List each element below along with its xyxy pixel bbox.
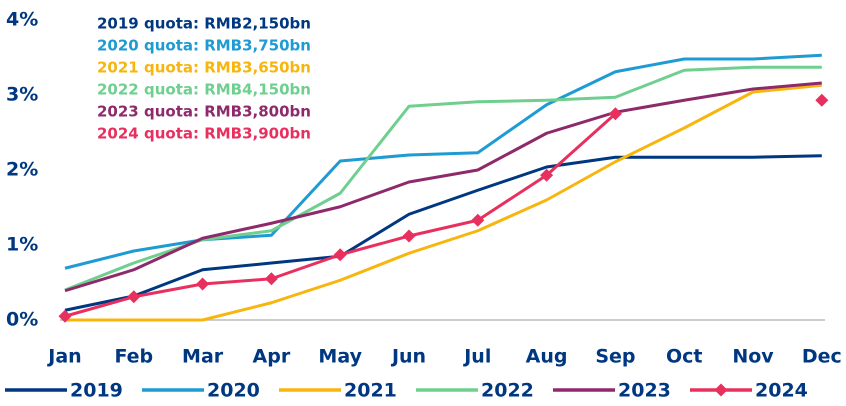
y-tick-label: 1% (6, 234, 38, 256)
annotation: 2022 quota: RMB4,150bn (97, 81, 311, 99)
marker (127, 290, 141, 304)
annotation: 2021 quota: RMB3,650bn (97, 59, 311, 77)
series-line (64, 81, 822, 293)
y-tick-label: 3% (6, 84, 38, 106)
annotation: 2024 quota: RMB3,900bn (97, 125, 311, 143)
marker (333, 248, 347, 262)
legend-label: 2023 (618, 380, 671, 402)
legend-marker (714, 383, 728, 397)
x-tick-label: Aug (526, 346, 568, 368)
marker (540, 168, 554, 182)
x-tick-label: Feb (114, 346, 153, 368)
x-tick-label: Dec (802, 346, 842, 368)
legend-label: 2024 (755, 380, 808, 402)
series-line (64, 154, 822, 312)
x-tick-label: Oct (666, 346, 703, 368)
marker (608, 107, 622, 121)
series-line (64, 65, 822, 292)
marker (196, 277, 210, 291)
legend-label: 2019 (70, 380, 123, 402)
series-line (65, 83, 822, 322)
y-tick-label: 0% (6, 309, 38, 331)
x-tick-label: Mar (182, 346, 224, 368)
legend-label: 2020 (207, 380, 260, 402)
y-tick-label: 2% (6, 159, 38, 181)
marker (815, 93, 829, 107)
legend-label: 2021 (344, 380, 397, 402)
x-tick-label: Jan (46, 346, 81, 368)
marker (402, 229, 416, 243)
x-tick-label: Nov (732, 346, 774, 368)
legend-label: 2022 (481, 380, 534, 402)
annotation: 2023 quota: RMB3,800bn (97, 103, 311, 121)
marker (471, 213, 485, 227)
annotation: 2020 quota: RMB3,750bn (97, 37, 311, 55)
x-tick-label: Jun (390, 346, 426, 368)
annotation: 2019 quota: RMB2,150bn (97, 15, 311, 33)
y-tick-label: 4% (6, 9, 38, 31)
x-tick-label: Sep (595, 346, 635, 368)
x-tick-label: Jul (462, 346, 491, 368)
series-line (64, 53, 822, 270)
marker (58, 309, 72, 323)
x-tick-label: Apr (253, 346, 291, 368)
x-tick-label: May (318, 346, 362, 368)
marker (264, 272, 278, 286)
